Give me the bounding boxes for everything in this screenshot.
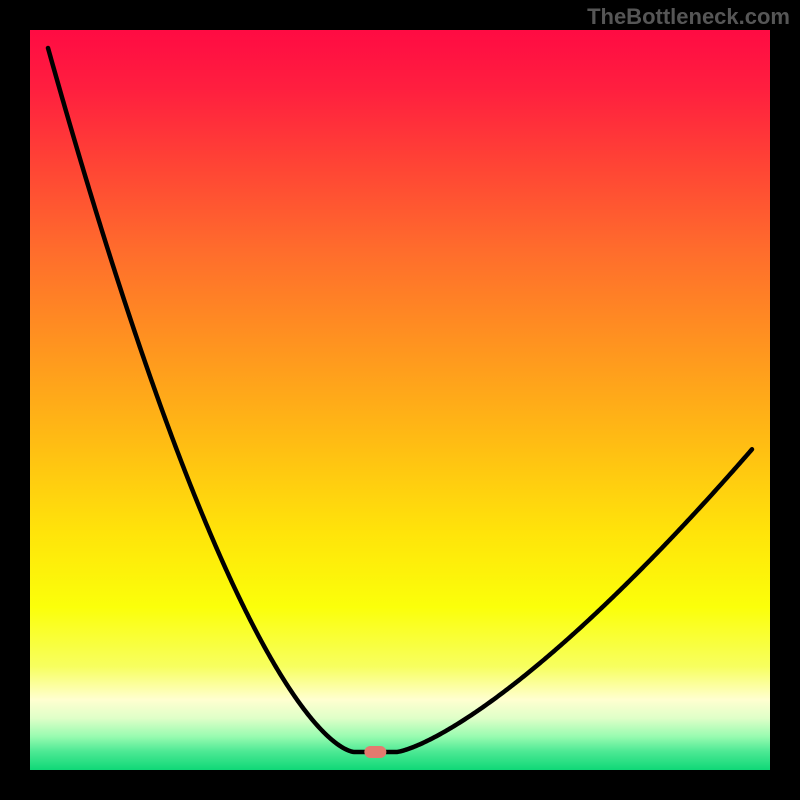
watermark-text: TheBottleneck.com [587, 4, 790, 30]
optimal-point-marker [364, 746, 386, 758]
plot-background [30, 30, 770, 770]
bottleneck-chart [0, 0, 800, 800]
chart-frame: TheBottleneck.com [0, 0, 800, 800]
